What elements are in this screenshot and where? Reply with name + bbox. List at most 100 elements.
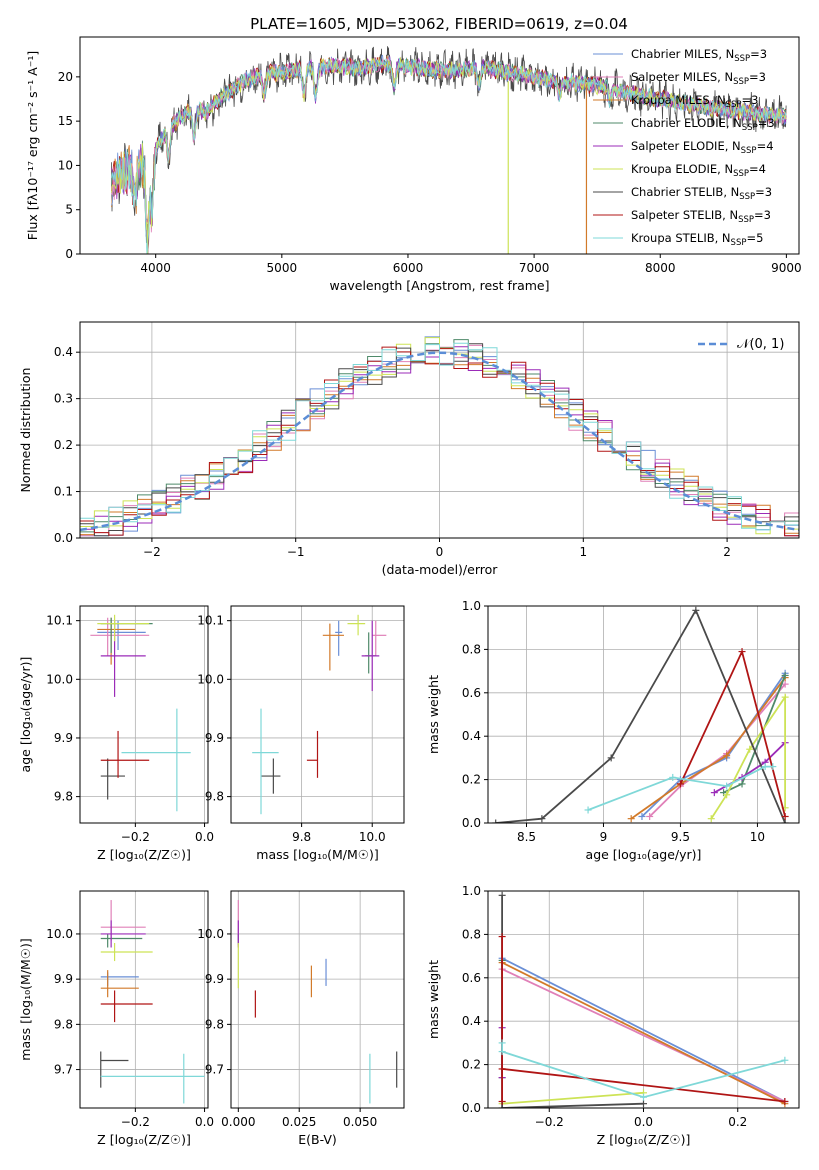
weight-marker-kroupa_elodie [723,791,731,799]
legend-suffix: =3 [755,185,772,199]
x-tick-label: −0.2 [121,830,150,844]
legend-suffix: =3 [754,208,771,222]
charts-layer: 4000 5000 6000 7000 8000 900005101520waveleng… [18,36,802,1147]
plot-area [90,614,191,812]
axes-frame [79,36,800,255]
legend-subscript: SSP [734,54,750,64]
x-tick-label: −1 [287,545,305,559]
errorbar-kroupa_stelib [252,708,279,815]
spectrum-legend: Chabrier MILES, NSSP=3 Salpeter MILES, NS… [593,47,775,248]
y-tick-label: 0 [65,247,73,261]
legend-item-salpeter_miles: Salpeter MILES, NSSP=3 [593,70,766,87]
x-tick-label: 0.050 [343,1115,377,1129]
y-tick-label: 9.7 [205,1063,224,1077]
weight-line-salpeter_stelib [679,648,786,817]
x-axis-label: wavelength [Angstrom, rest frame] [329,278,549,293]
weight-marker-kroupa_stelib [669,773,677,781]
errorbar-kroupa_stelib [100,1053,205,1104]
y-tick-label: 9.9 [54,972,73,986]
weight-marker-salpeter_stelib [738,648,746,656]
weight-marker-kroupa_elodie [746,745,754,753]
x-axis-label: age [log₁₀(age/yr)] [586,847,702,862]
weight-marker-kroupa_stelib [640,1093,647,1101]
legend-subscript: SSP [726,100,742,110]
figure-title: PLATE=1605, MJD=53062, FIBERID=0619, z=0… [250,15,628,33]
legend-subscript: SSP [742,123,758,133]
histogram-kroupa_stelib [80,342,799,537]
x-tick-label: 2 [723,545,731,559]
weight-marker-kroupa_stelib [584,806,592,814]
weight-marker-salpeter_miles [781,680,789,688]
x-tick-label: 9 [600,830,608,844]
y-axis-label: mass weight [426,960,441,1039]
x-tick-label: 5000 [267,261,298,275]
x-tick-label: 9.5 [671,830,690,844]
plot-area [492,606,789,823]
y-tick-label: 10.1 [46,614,73,628]
x-axis-label: Z [log₁₀(Z/Z☉)] [597,1132,691,1147]
weight-marker-kroupa_stelib [781,1056,789,1064]
y-tick-label: 5 [65,203,73,217]
legend-text: Salpeter ELODIE, N [631,139,741,153]
plot-area [100,900,205,1104]
weight-marker-kroupa_miles [723,752,731,760]
weight-marker-chabrier_stelib [607,754,615,762]
gaussian-curve [80,351,799,532]
weight-marker-chabrier_stelib [498,1104,506,1108]
legend-label-chabrier_elodie: Chabrier ELODIE, NSSP=3 [631,116,775,133]
legend-label-salpeter_elodie: Salpeter ELODIE, NSSP=4 [631,139,774,156]
y-tick-label: 10.0 [197,672,224,686]
y-tick-label: 0.0 [54,531,73,545]
y-tick-label: 9.9 [205,972,224,986]
y-tick-label: 9.8 [54,790,73,804]
x-axis-label: E(B-V) [298,1132,337,1147]
weight-line-kroupa_elodie [502,1091,644,1105]
legend-item-chabrier_stelib: Chabrier STELIB, NSSP=3 [593,185,772,202]
legend-subscript: SSP [733,169,749,179]
y-axis-label: age [log₁₀(age/yr)] [18,657,33,773]
legend-item-chabrier_miles: Chabrier MILES, NSSP=3 [593,47,767,64]
y-tick-label: 0.6 [462,686,481,700]
errorbar-kroupa_elodie [347,614,366,636]
legend-text: Salpeter STELIB, N [631,208,738,222]
y-axis-label: Flux [fλ10⁻¹⁷ erg cm⁻² s⁻¹ A⁻¹] [25,51,40,240]
y-tick-label: 1.0 [462,884,481,898]
errorbar-salpeter_miles [372,620,387,656]
y-axis-label: Normed distribution [18,368,33,493]
x-tick-label: 8.5 [517,830,536,844]
weight-line-kroupa_stelib [501,1042,786,1099]
weight-marker-salpeter_stelib [498,1065,506,1073]
x-tick-label: 10.0 [359,830,386,844]
weight-marker-chabrier_stelib [498,891,506,899]
plot-area [111,46,787,254]
y-tick-label: 10 [58,158,73,172]
legend-suffix: =3 [741,93,758,107]
legend-label-chabrier_miles: Chabrier MILES, NSSP=3 [631,47,767,64]
legend-suffix: =4 [749,162,766,176]
weight-marker-salpeter_elodie [710,789,718,797]
errorbar-chabrier_elodie [365,632,376,674]
y-tick-label: 0.2 [462,1058,481,1072]
axes-frame [79,890,209,1109]
y-tick-label: 0.3 [54,392,73,406]
errorbar-chabrier_elodie [100,933,143,948]
y-tick-label: 9.8 [205,1017,224,1031]
x-tick-label: 0.000 [221,1115,255,1129]
y-tick-label: 15 [58,114,73,128]
y-tick-label: 9.7 [54,1063,73,1077]
errorbar-kroupa_miles [100,970,139,998]
weight-marker-chabrier_stelib [781,819,789,823]
panel-spectrum: 4000 5000 6000 7000 8000 9000 0 5 10 15 20 waveleng… [25,36,802,293]
axes-frame [230,605,405,824]
axes-frame [230,890,405,1109]
legend-item-kroupa_stelib: Kroupa STELIB, NSSP=5 [593,231,763,248]
x-axis-label: Z [log₁₀(Z/Z☉)] [97,847,191,862]
legend-subscript: SSP [738,215,754,225]
y-tick-label: 10.0 [46,927,73,941]
weight-line-chabrier_stelib [495,608,786,823]
y-tick-label: 0.2 [462,773,481,787]
x-axis-label: mass [log₁₀(M/M☉)] [256,847,378,862]
x-tick-label: 7000 [519,261,550,275]
x-axis-label: (data-model)/error [382,562,499,577]
